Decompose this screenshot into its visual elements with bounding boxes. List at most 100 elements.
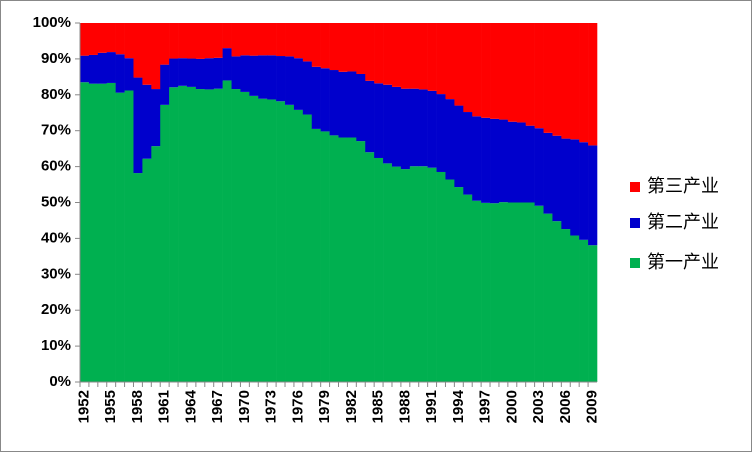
- bar-segment: [249, 55, 259, 96]
- bar-segment: [570, 23, 580, 140]
- bar-segment: [204, 89, 215, 382]
- bar-segment: [463, 112, 473, 195]
- bar-segment: [383, 23, 393, 85]
- bar-segment: [133, 173, 143, 382]
- bar-segment: [213, 57, 223, 89]
- bar-segment: [285, 56, 295, 105]
- bar-segment: [178, 85, 188, 382]
- x-tick-label: 1973: [263, 390, 280, 423]
- bar-segment: [427, 90, 437, 168]
- x-tick-label: 1988: [396, 390, 413, 423]
- bar-segment: [472, 200, 482, 382]
- bar-segment: [391, 86, 402, 167]
- x-tick-label: 1958: [129, 390, 146, 423]
- x-tick-label: 1976: [289, 390, 306, 423]
- bar-segment: [302, 23, 313, 62]
- bar-segment: [507, 202, 518, 382]
- bar-segment: [516, 23, 526, 123]
- bar-segment: [142, 84, 152, 159]
- bar-segment: [222, 23, 232, 49]
- bar-segment: [267, 55, 277, 100]
- bar-segment: [258, 98, 268, 383]
- bar-segment: [436, 23, 446, 95]
- x-tick-label: 1970: [236, 390, 253, 423]
- bar-segment: [106, 52, 116, 83]
- bar-segment: [481, 23, 491, 118]
- y-tick-label: 30%: [41, 265, 71, 282]
- x-tick-label: 1961: [156, 390, 173, 423]
- bar-segment: [365, 23, 375, 81]
- legend-label: 第一产业: [647, 252, 719, 272]
- bar-segment: [356, 23, 366, 74]
- bar-segment: [561, 23, 571, 139]
- bar-segment: [240, 55, 250, 92]
- bar-segment: [88, 54, 99, 84]
- bar-segment: [222, 48, 232, 81]
- bar-segment: [356, 73, 366, 142]
- bar-segment: [490, 203, 500, 382]
- bar-segment: [347, 71, 357, 138]
- bar-segment: [391, 23, 402, 87]
- bar-segment: [409, 166, 420, 382]
- bar-segment: [151, 146, 161, 382]
- bar-segment: [195, 89, 206, 382]
- y-tick-label: 10%: [41, 337, 71, 354]
- y-tick-label: 60%: [41, 158, 71, 175]
- bar-segment: [543, 23, 553, 133]
- bar-segment: [231, 89, 241, 382]
- legend-label: 第二产业: [647, 212, 719, 232]
- bar-segment: [525, 23, 535, 126]
- bar-segment: [151, 23, 161, 90]
- bar-segment: [249, 95, 259, 382]
- bar-segment: [106, 23, 116, 53]
- bar-segment: [427, 23, 437, 91]
- bar-segment: [445, 99, 455, 180]
- bar-segment: [472, 23, 482, 117]
- bar-segment: [561, 229, 571, 382]
- bar-segment: [178, 23, 188, 59]
- bar-segment: [142, 158, 152, 382]
- bar-segment: [570, 235, 580, 382]
- bar-segment: [302, 61, 313, 115]
- bar-segment: [311, 66, 321, 129]
- x-tick-label: 1991: [423, 390, 440, 423]
- bar-segment: [231, 56, 241, 90]
- bar-segment: [204, 58, 215, 90]
- bar-segment: [409, 23, 420, 89]
- bar-segment: [481, 117, 491, 203]
- bar-segment: [124, 90, 134, 382]
- x-tick-label: 1979: [316, 390, 333, 423]
- bar-segment: [276, 101, 286, 383]
- bar-segment: [115, 92, 125, 383]
- bar-segment: [588, 23, 598, 146]
- bar-segment: [347, 23, 357, 72]
- x-tick-label: 1985: [370, 390, 387, 423]
- bar-segment: [213, 23, 223, 58]
- bar-segment: [267, 23, 277, 56]
- bar-segment: [400, 88, 411, 170]
- bar-segment: [204, 23, 215, 59]
- x-tick-label: 1994: [450, 389, 467, 423]
- bar-segment: [115, 54, 125, 93]
- bar-segment: [285, 104, 295, 383]
- bar-segment: [356, 141, 366, 382]
- bar-segment: [507, 121, 518, 203]
- bar-segment: [276, 23, 286, 57]
- bar-segment: [490, 23, 500, 119]
- bar-segment: [320, 23, 330, 69]
- bar-segment: [552, 221, 562, 382]
- bar-segment: [293, 58, 304, 110]
- bar-segment: [347, 137, 357, 382]
- legend-swatch: [630, 182, 640, 192]
- bar-segment: [293, 109, 304, 383]
- y-tick-label: 20%: [41, 301, 71, 318]
- x-tick-label: 1964: [182, 389, 199, 423]
- bar-segment: [258, 23, 268, 56]
- bar-segment: [463, 23, 473, 113]
- bar-segment: [338, 137, 348, 382]
- bar-segment: [213, 88, 223, 383]
- bar-segment: [186, 23, 197, 59]
- bar-segment: [427, 167, 437, 382]
- bar-segment: [445, 23, 455, 100]
- bar-segment: [195, 23, 206, 59]
